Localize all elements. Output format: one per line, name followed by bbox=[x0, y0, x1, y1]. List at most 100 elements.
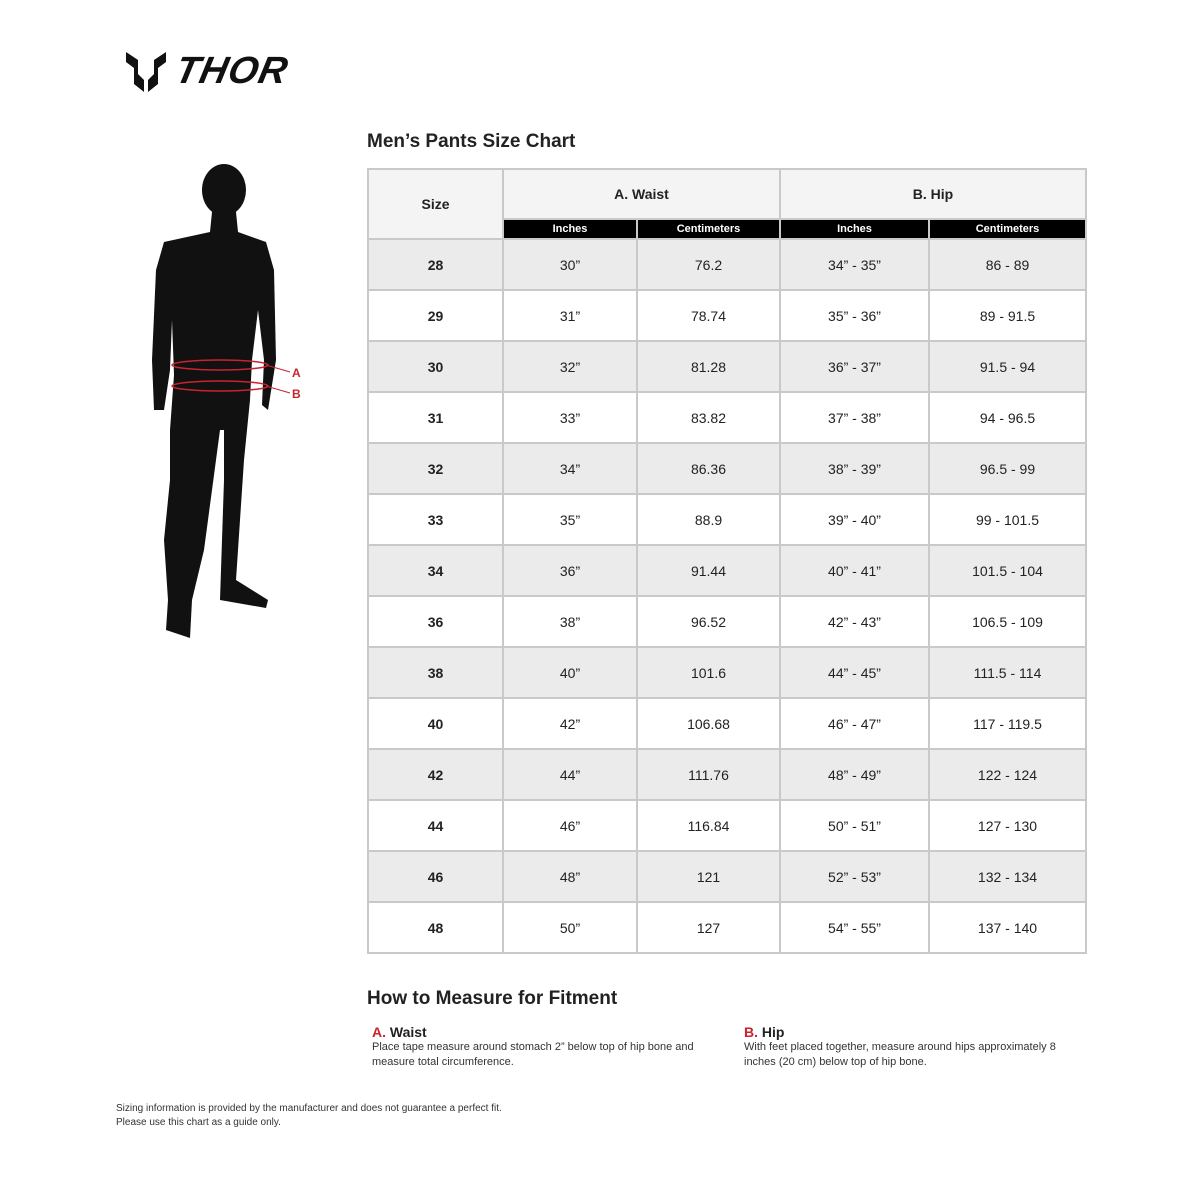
size-cell: 30 bbox=[367, 340, 504, 393]
table-cell: 50” - 51” bbox=[779, 799, 930, 852]
name: Waist bbox=[389, 1024, 427, 1040]
table-cell: 33” bbox=[502, 391, 638, 444]
table-cell: 40” bbox=[502, 646, 638, 699]
table-cell: 52” - 53” bbox=[779, 850, 930, 903]
size-cell: 40 bbox=[367, 697, 504, 750]
disclaimer: Sizing information is provided by the ma… bbox=[116, 1102, 502, 1130]
howto-title: How to Measure for Fitment bbox=[367, 988, 618, 1009]
table-cell: 88.9 bbox=[636, 493, 781, 546]
size-cell: 33 bbox=[367, 493, 504, 546]
size-cell: 32 bbox=[367, 442, 504, 495]
hip-header: B. Hip bbox=[779, 168, 1087, 220]
size-cell: 28 bbox=[367, 238, 504, 291]
letter: B. bbox=[744, 1024, 758, 1040]
table-row: 32 34” 86.36 38” - 39” 96.5 - 99 bbox=[367, 442, 1087, 495]
name: Hip bbox=[761, 1024, 785, 1040]
table-cell: 83.82 bbox=[636, 391, 781, 444]
table-cell: 137 - 140 bbox=[928, 901, 1087, 954]
table-cell: 35” - 36” bbox=[779, 289, 930, 342]
table-row: 46 48” 121 52” - 53” 132 - 134 bbox=[367, 850, 1087, 903]
table-cell: 46” - 47” bbox=[779, 697, 930, 750]
table-cell: 132 - 134 bbox=[928, 850, 1087, 903]
size-cell: 44 bbox=[367, 799, 504, 852]
table-cell: 38” - 39” bbox=[779, 442, 930, 495]
table-cell: 44” bbox=[502, 748, 638, 801]
size-cell: 48 bbox=[367, 901, 504, 954]
table-cell: 48” bbox=[502, 850, 638, 903]
table-cell: 96.52 bbox=[636, 595, 781, 648]
size-table: Size A. Waist B. Hip Inches Centimeters … bbox=[367, 168, 1087, 954]
thor-logo-icon bbox=[126, 52, 166, 92]
table-cell: 32” bbox=[502, 340, 638, 393]
brand-logo-text: THOR bbox=[171, 50, 293, 92]
table-cell: 34” bbox=[502, 442, 638, 495]
table-cell: 96.5 - 99 bbox=[928, 442, 1087, 495]
table-cell: 106.5 - 109 bbox=[928, 595, 1087, 648]
text: With feet placed together, measure aroun… bbox=[744, 1041, 1056, 1068]
size-cell: 31 bbox=[367, 391, 504, 444]
table-cell: 35” bbox=[502, 493, 638, 546]
table-row: 48 50” 127 54” - 55” 137 - 140 bbox=[367, 901, 1087, 954]
table-row: 31 33” 83.82 37” - 38” 94 - 96.5 bbox=[367, 391, 1087, 444]
table-cell: 91.5 - 94 bbox=[928, 340, 1087, 393]
label-b: B bbox=[292, 387, 301, 401]
table-cell: 46” bbox=[502, 799, 638, 852]
table-cell: 30” bbox=[502, 238, 638, 291]
table-cell: 54” - 55” bbox=[779, 901, 930, 954]
table-cell: 101.5 - 104 bbox=[928, 544, 1087, 597]
table-cell: 117 - 119.5 bbox=[928, 697, 1087, 750]
table-row: 33 35” 88.9 39” - 40” 99 - 101.5 bbox=[367, 493, 1087, 546]
table-cell: 37” - 38” bbox=[779, 391, 930, 444]
table-cell: 38” bbox=[502, 595, 638, 648]
body-silhouette-icon: A B bbox=[152, 164, 301, 638]
table-cell: 78.74 bbox=[636, 289, 781, 342]
size-cell: 34 bbox=[367, 544, 504, 597]
table-row: 40 42” 106.68 46” - 47” 117 - 119.5 bbox=[367, 697, 1087, 750]
table-row: 38 40” 101.6 44” - 45” 111.5 - 114 bbox=[367, 646, 1087, 699]
table-cell: 44” - 45” bbox=[779, 646, 930, 699]
table-cell: 48” - 49” bbox=[779, 748, 930, 801]
table-row: 29 31” 78.74 35” - 36” 89 - 91.5 bbox=[367, 289, 1087, 342]
table-cell: 42” - 43” bbox=[779, 595, 930, 648]
table-cell: 122 - 124 bbox=[928, 748, 1087, 801]
letter: A. bbox=[372, 1024, 386, 1040]
table-cell: 116.84 bbox=[636, 799, 781, 852]
table-cell: 106.68 bbox=[636, 697, 781, 750]
table-cell: 101.6 bbox=[636, 646, 781, 699]
table-cell: 127 bbox=[636, 901, 781, 954]
disclaimer-line: Sizing information is provided by the ma… bbox=[116, 1103, 502, 1114]
page-title: Men’s Pants Size Chart bbox=[367, 131, 576, 152]
size-cell: 42 bbox=[367, 748, 504, 801]
subheader: Inches bbox=[779, 218, 930, 240]
size-cell: 38 bbox=[367, 646, 504, 699]
table-cell: 34” - 35” bbox=[779, 238, 930, 291]
table-cell: 111.76 bbox=[636, 748, 781, 801]
table-cell: 94 - 96.5 bbox=[928, 391, 1087, 444]
disclaimer-line: Please use this chart as a guide only. bbox=[116, 1117, 281, 1128]
table-cell: 42” bbox=[502, 697, 638, 750]
table-cell: 81.28 bbox=[636, 340, 781, 393]
waist-instructions: A. Waist Place tape measure around stoma… bbox=[372, 1025, 712, 1070]
table-cell: 76.2 bbox=[636, 238, 781, 291]
subheader: Centimeters bbox=[928, 218, 1087, 240]
size-header: Size bbox=[367, 168, 504, 240]
size-cell: 36 bbox=[367, 595, 504, 648]
table-row: 34 36” 91.44 40” - 41” 101.5 - 104 bbox=[367, 544, 1087, 597]
table-row: 44 46” 116.84 50” - 51” 127 - 130 bbox=[367, 799, 1087, 852]
label-a: A bbox=[292, 366, 301, 380]
table-cell: 39” - 40” bbox=[779, 493, 930, 546]
table-cell: 86 - 89 bbox=[928, 238, 1087, 291]
table-row: 28 30” 76.2 34” - 35” 86 - 89 bbox=[367, 238, 1087, 291]
table-cell: 40” - 41” bbox=[779, 544, 930, 597]
subheader: Inches bbox=[502, 218, 638, 240]
table-row: 42 44” 111.76 48” - 49” 122 - 124 bbox=[367, 748, 1087, 801]
hip-instructions: B. Hip With feet placed together, measur… bbox=[744, 1025, 1084, 1070]
table-cell: 31” bbox=[502, 289, 638, 342]
size-cell: 29 bbox=[367, 289, 504, 342]
table-cell: 36” - 37” bbox=[779, 340, 930, 393]
subheader: Centimeters bbox=[636, 218, 781, 240]
table-cell: 50” bbox=[502, 901, 638, 954]
size-cell: 46 bbox=[367, 850, 504, 903]
table-cell: 36” bbox=[502, 544, 638, 597]
table-cell: 89 - 91.5 bbox=[928, 289, 1087, 342]
